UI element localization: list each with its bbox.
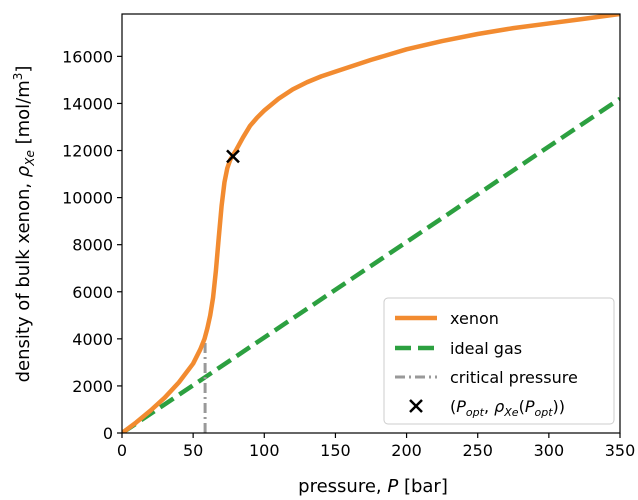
y-tick-label-10000: 10000 [62, 189, 113, 208]
y-tick-label-16000: 16000 [62, 47, 113, 66]
legend: xenon ideal gas critical pressure (Popt,… [383, 297, 615, 425]
x-tick-label-200: 200 [391, 441, 422, 460]
x-tick-label-150: 150 [320, 441, 351, 460]
plot-area [122, 14, 620, 433]
legend-entry-critical-pressure: critical pressure [395, 368, 578, 387]
legend-label-xenon: xenon [450, 309, 499, 328]
y-tick-label-8000: 8000 [72, 236, 113, 255]
optimum-marker-stroke-2 [226, 149, 240, 164]
series-line-xenon [122, 14, 620, 433]
y-tick-label-4000: 4000 [72, 330, 113, 349]
y-tick-label-0: 0 [103, 424, 113, 443]
x-tick-label-350: 350 [605, 441, 636, 460]
axes-frame [121, 13, 621, 434]
legend-swatch-optimum [409, 399, 423, 413]
x-axis-label: pressure, P [bar] [298, 476, 448, 497]
y-tick-label-14000: 14000 [62, 94, 113, 113]
legend-label-critical-pressure: critical pressure [450, 368, 578, 387]
x-tick-label-250: 250 [462, 441, 493, 460]
x-tick-label-300: 300 [534, 441, 565, 460]
y-tick-label-12000: 12000 [62, 142, 113, 161]
legend-frame [383, 297, 615, 425]
legend-label-optimum: (Popt, ρXe(Popt)) [450, 397, 565, 419]
y-axis-label: density of bulk xenon, ρXe [mol/m3] [11, 66, 37, 383]
x-tick-label-0: 0 [117, 441, 127, 460]
x-tick-label-100: 100 [249, 441, 280, 460]
optimum-marker [226, 149, 240, 164]
x-tick-label-50: 50 [183, 441, 203, 460]
legend-entry-ideal-gas: ideal gas [395, 339, 522, 358]
axes: 0 50 100 150 200 250 300 350 0 2000 4000 6000 8000 10… [62, 13, 636, 460]
y-tick-label-6000: 6000 [72, 283, 113, 302]
legend-entry-optimum: (Popt, ρXe(Popt)) [409, 397, 565, 419]
legend-entry-xenon: xenon [395, 309, 499, 328]
y-tick-label-2000: 2000 [72, 377, 113, 396]
legend-label-ideal-gas: ideal gas [450, 339, 522, 358]
